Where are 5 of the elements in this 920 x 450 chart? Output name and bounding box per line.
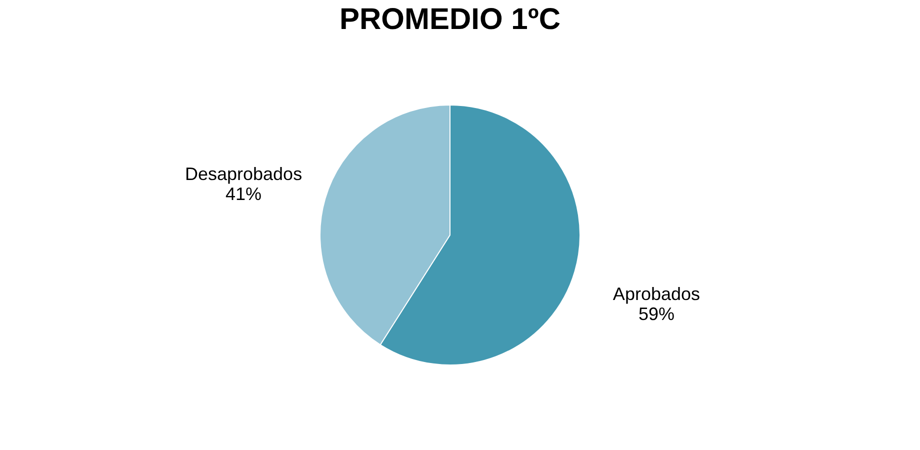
data-label: 59% <box>638 304 674 324</box>
data-label: 41% <box>226 184 262 204</box>
chart-title: PROMEDIO 1ºC <box>340 3 560 36</box>
slice-label: Desaprobados <box>184 164 302 184</box>
slice-label: Aprobados <box>612 284 700 304</box>
